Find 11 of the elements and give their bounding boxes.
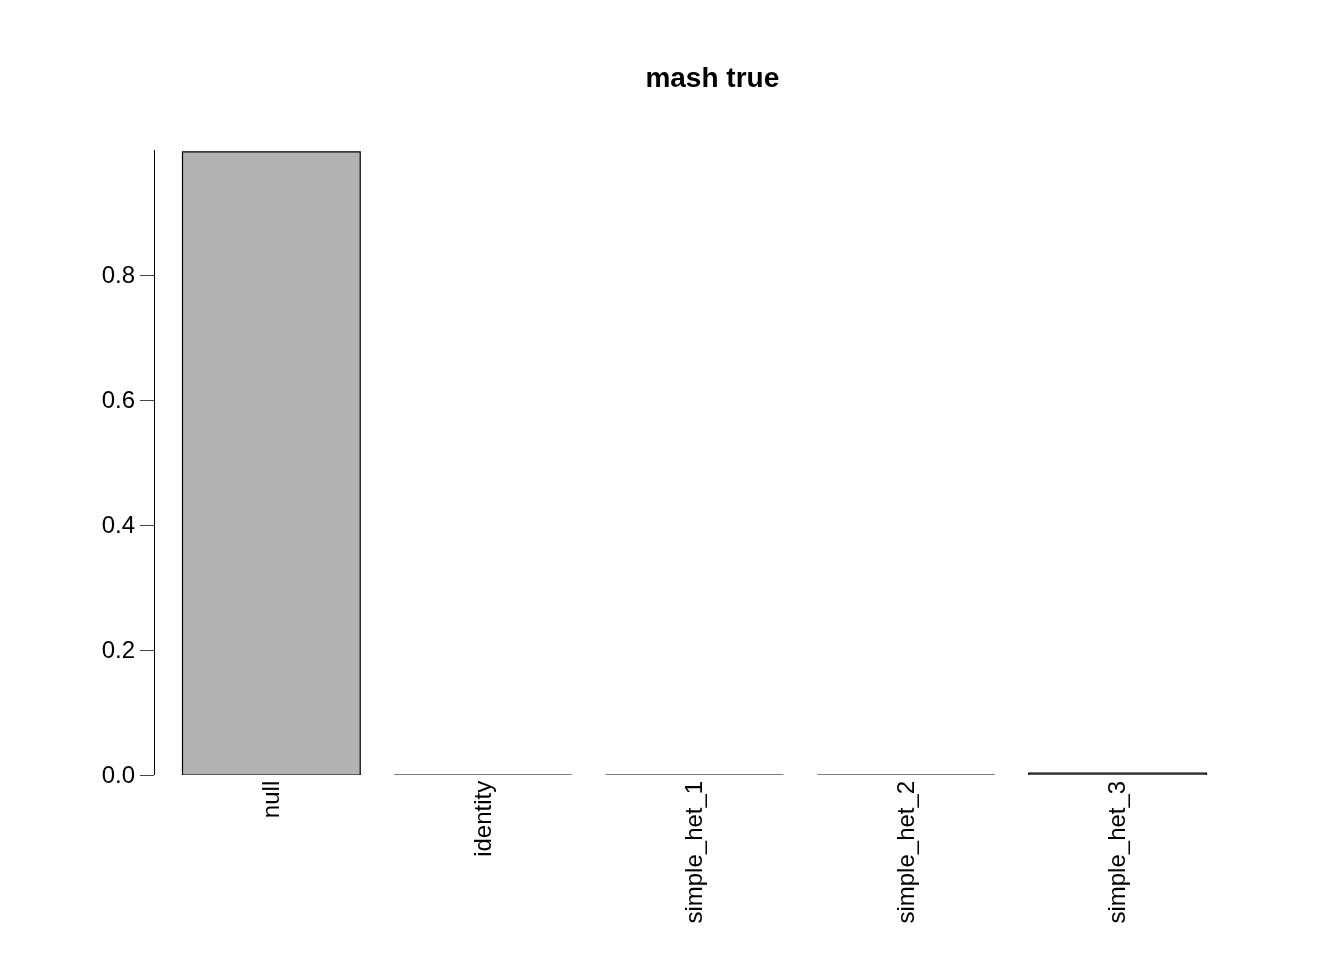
x-tick-label: simple_het_1 [680, 780, 708, 924]
x-tick-label: simple_het_2 [891, 780, 919, 924]
y-tick-label: 0.2 [101, 636, 136, 664]
y-tick-label: 0.8 [101, 261, 136, 289]
y-tick-label: 0.4 [101, 511, 136, 539]
x-tick-label: simple_het_3 [1103, 780, 1131, 924]
x-tick-label: identity [468, 780, 496, 857]
chart-title: mash true [645, 61, 780, 93]
y-tick-label: 0.0 [101, 761, 136, 789]
y-tick-label: 0.6 [101, 386, 136, 414]
x-tick-label: null [257, 780, 285, 819]
